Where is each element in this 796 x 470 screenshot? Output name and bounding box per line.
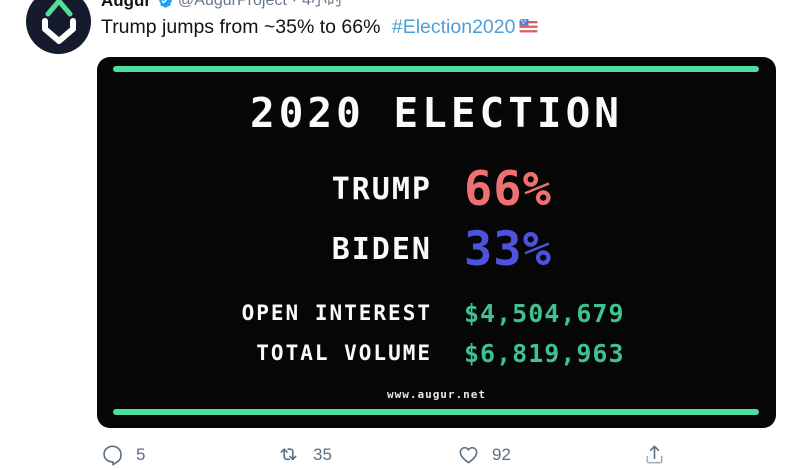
stat-label: OPEN INTEREST: [241, 301, 432, 325]
retweet-button[interactable]: 35: [276, 443, 332, 466]
stat-value: $6,819,963: [464, 338, 625, 368]
outcome-value: 33%: [464, 221, 552, 277]
card-title: 2020 ELECTION: [250, 89, 623, 137]
author-name[interactable]: Augur: [101, 0, 152, 10]
like-icon: [459, 446, 478, 464]
hashtag-link[interactable]: #Election2020: [391, 16, 516, 38]
tweet-action-bar: 5 35 92: [0, 443, 796, 470]
reply-icon: [103, 445, 122, 466]
outcome-row-biden: BIDEN 33%: [97, 220, 776, 278]
tweet-header: Augur @AugurProject · 4小时: [101, 0, 343, 11]
author-handle[interactable]: @AugurProject: [178, 0, 287, 9]
like-count: 92: [492, 444, 511, 464]
outcome-label: BIDEN: [331, 231, 432, 267]
card-footer-url: www.augur.net: [386, 388, 487, 401]
market-card[interactable]: 2020 ELECTION TRUMP 66% BIDEN 33% OPEN I…: [97, 57, 776, 428]
retweet-icon: [280, 448, 297, 461]
share-icon: [646, 445, 663, 464]
reply-count: 5: [136, 444, 146, 464]
like-button[interactable]: 92: [457, 443, 511, 466]
reply-button[interactable]: 5: [101, 443, 145, 466]
verified-badge-icon: [159, 0, 172, 8]
tweet-text: Trump jumps from ~35% to 66% #Election20…: [101, 14, 538, 40]
card-top-accent-line: [113, 66, 759, 72]
stat-label: TOTAL VOLUME: [256, 341, 432, 365]
share-button[interactable]: [643, 443, 666, 466]
card-bottom-accent-line: [113, 409, 759, 415]
meta-separator: ·: [291, 0, 298, 9]
election2020-flag-speech-bubble-icon: [519, 18, 538, 36]
outcome-row-trump: TRUMP 66%: [97, 160, 776, 218]
outcome-label: TRUMP: [331, 171, 432, 207]
retweet-count: 35: [313, 444, 332, 464]
tweet-text-body: Trump jumps from ~35% to 66%: [101, 16, 381, 38]
stat-value: $4,504,679: [464, 298, 625, 328]
stat-row-open-interest: OPEN INTEREST $4,504,679: [97, 297, 776, 329]
avatar[interactable]: [26, 0, 91, 54]
augur-logo-icon: [41, 0, 76, 44]
outcome-value: 66%: [464, 161, 552, 217]
stat-row-total-volume: TOTAL VOLUME $6,819,963: [97, 337, 776, 369]
timestamp[interactable]: 4小时: [302, 0, 344, 9]
